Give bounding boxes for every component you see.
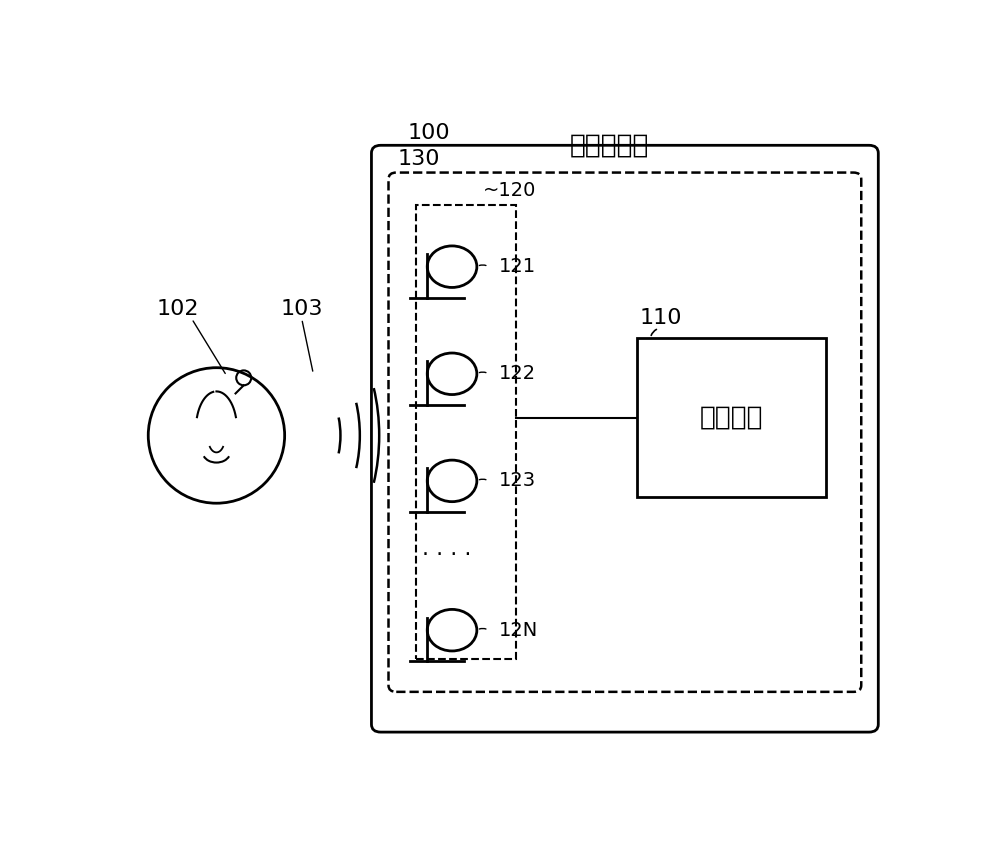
Text: 122: 122: [499, 364, 536, 384]
Text: 103: 103: [280, 298, 323, 319]
Text: ~120: ~120: [483, 181, 536, 201]
Text: . . . .: . . . .: [422, 539, 471, 559]
Text: 130: 130: [398, 149, 440, 169]
Text: 121: 121: [499, 257, 536, 277]
Text: 102: 102: [156, 298, 199, 319]
Text: 100: 100: [408, 123, 450, 143]
Text: 123: 123: [499, 471, 536, 491]
Text: 集成电路: 集成电路: [699, 405, 763, 431]
Text: 110: 110: [640, 309, 682, 328]
Text: 12N: 12N: [499, 620, 538, 640]
Text: 麦克风装置: 麦克风装置: [570, 132, 649, 158]
